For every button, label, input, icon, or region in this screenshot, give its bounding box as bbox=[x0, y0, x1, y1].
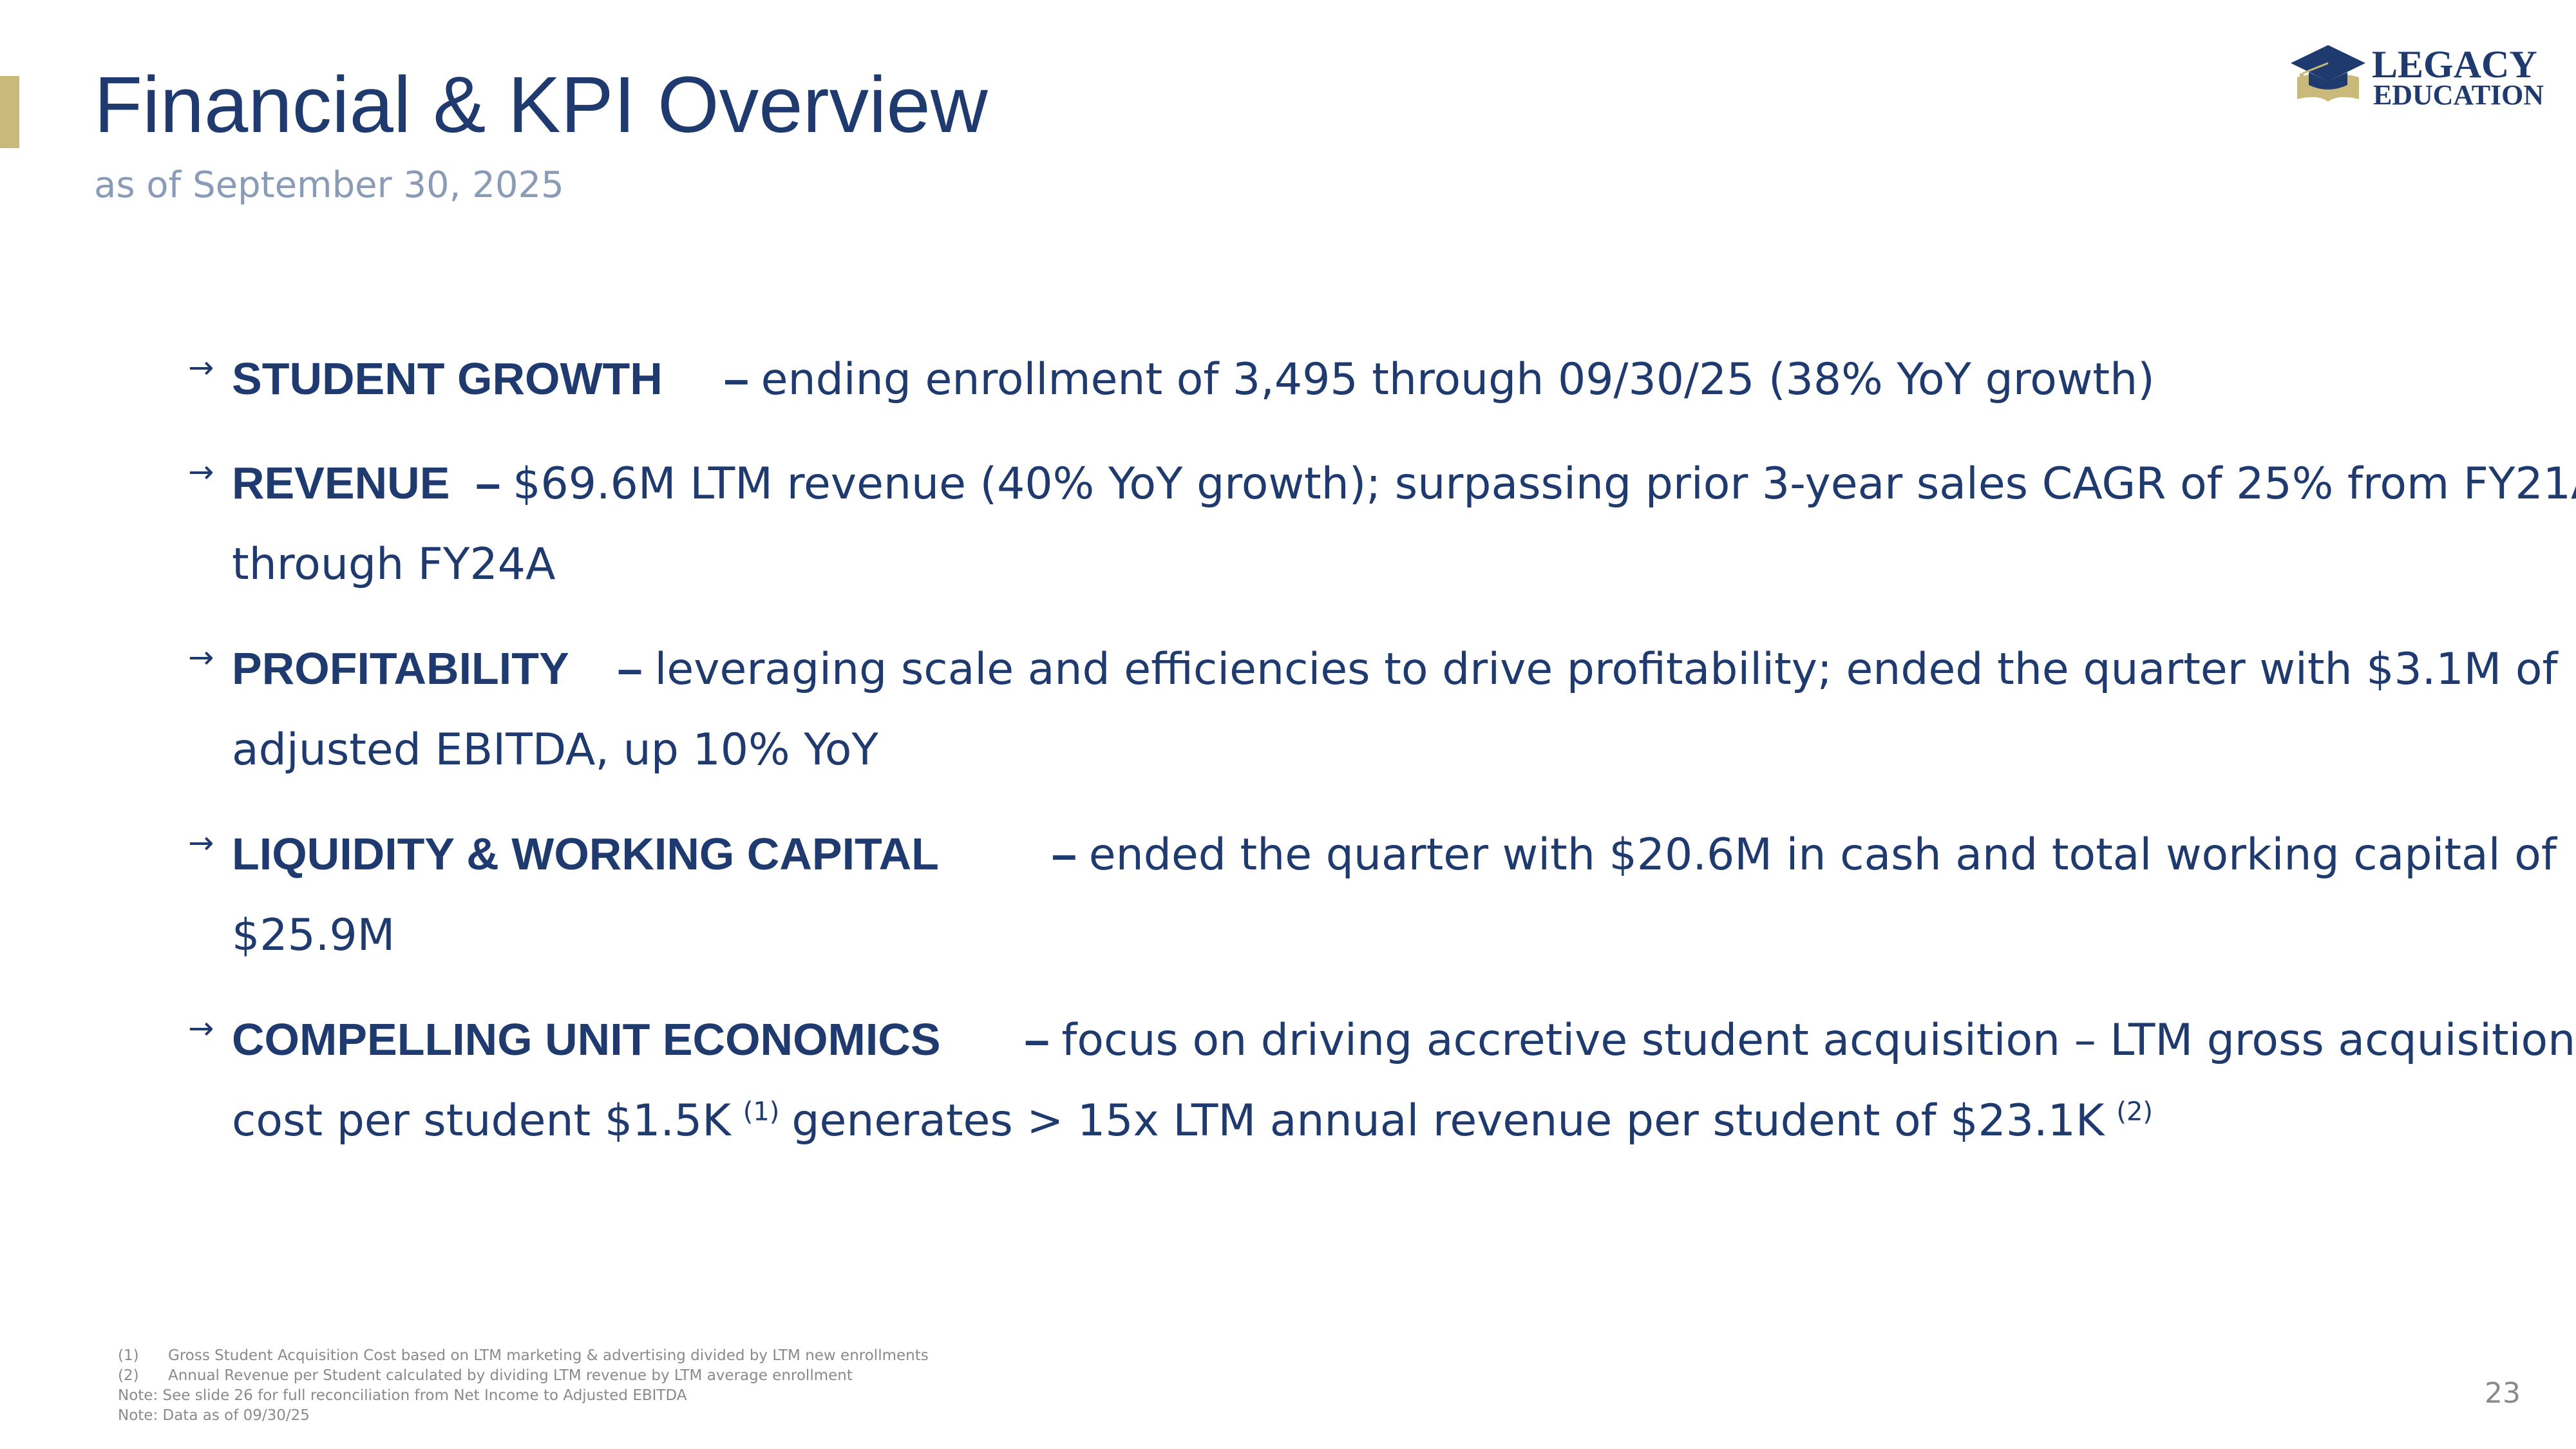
bullet-text-cont-2: generates > 15x LTM annual revenue per s… bbox=[791, 1095, 2105, 1146]
note-2: Note: Data as of 09/30/25 bbox=[118, 1407, 310, 1424]
logo-line1: LEGACY bbox=[2372, 43, 2537, 86]
bullet-dash: – bbox=[1051, 829, 1077, 879]
bullet-heading: COMPELLING UNIT ECONOMICS bbox=[232, 1014, 941, 1065]
bullet-line-2: $25.9M bbox=[232, 895, 2442, 976]
bullet-student-growth: → STUDENT GROWTH – ending enrollment of 3… bbox=[188, 338, 2442, 419]
note-1: Note: See slide 26 for full reconciliati… bbox=[118, 1387, 687, 1404]
kpi-bullet-list: → STUDENT GROWTH – ending enrollment of 3… bbox=[188, 338, 2576, 1184]
bullet-text: ended the quarter with $20.6M in cash an… bbox=[1088, 829, 2557, 880]
legacy-education-logo: LEGACY EDUCATION bbox=[2289, 40, 2547, 111]
bullet-text: $69.6M LTM revenue (40% YoY growth); sur… bbox=[513, 459, 2576, 509]
bullet-unit-economics: → COMPELLING UNIT ECONOMICS – focus on dr… bbox=[188, 999, 2575, 1161]
graduation-cap-book-icon: LEGACY EDUCATION bbox=[2291, 43, 2544, 111]
footnote-1: (1) Gross Student Acquisition Cost based … bbox=[118, 1347, 929, 1364]
bullet-dash: – bbox=[723, 354, 749, 404]
arrow-icon: → bbox=[188, 350, 214, 386]
bullet-line: STUDENT GROWTH – ending enrollment of 3,4… bbox=[232, 338, 2442, 419]
bullet-dash: – bbox=[617, 643, 643, 694]
footnote-ref-2: (2) bbox=[2116, 1097, 2154, 1127]
footnote-2: (2) Annual Revenue per Student calculated… bbox=[118, 1367, 853, 1384]
bullet-heading: STUDENT GROWTH bbox=[232, 354, 663, 404]
arrow-icon: → bbox=[188, 454, 214, 490]
bullet-line-2: cost per student $1.5K (1) generates > 1… bbox=[232, 1080, 2442, 1161]
footnotes: (1) Gross Student Acquisition Cost based … bbox=[118, 1346, 929, 1426]
bullet-heading: LIQUIDITY & WORKING CAPITAL bbox=[232, 829, 939, 879]
bullet-line: COMPELLING UNIT ECONOMICS – focus on driv… bbox=[232, 999, 2575, 1080]
bullet-line: PROFITABILITY – leveraging scale and effi… bbox=[232, 628, 2557, 709]
arrow-icon: → bbox=[188, 1010, 214, 1046]
bullet-line: LIQUIDITY & WORKING CAPITAL – ended the q… bbox=[232, 813, 2557, 895]
bullet-text: leveraging scale and efficiencies to dri… bbox=[654, 644, 2558, 695]
bullet-line-2: adjusted EBITDA, up 10% YoY bbox=[232, 709, 2442, 790]
arrow-icon: → bbox=[188, 639, 214, 676]
bullet-text-cont: adjusted EBITDA, up 10% YoY bbox=[232, 724, 878, 775]
bullet-revenue: → REVENUE – $69.6M LTM revenue (40% YoY g… bbox=[188, 442, 2576, 605]
accent-bar bbox=[0, 76, 19, 148]
bullet-profitability: → PROFITABILITY – leveraging scale and ef… bbox=[188, 628, 2557, 790]
page-number: 23 bbox=[2485, 1377, 2521, 1410]
page-subtitle: as of September 30, 2025 bbox=[94, 164, 564, 206]
bullet-text-cont: through FY24A bbox=[232, 539, 556, 590]
bullet-dash: – bbox=[475, 458, 501, 508]
bullet-text-cont: $25.9M bbox=[232, 910, 395, 961]
bullet-line: REVENUE – $69.6M LTM revenue (40% YoY gro… bbox=[232, 442, 2576, 524]
bullet-liquidity: → LIQUIDITY & WORKING CAPITAL – ended the… bbox=[188, 813, 2557, 976]
bullet-text: ending enrollment of 3,495 through 09/30… bbox=[761, 354, 2155, 405]
arrow-icon: → bbox=[188, 825, 214, 861]
bullet-text-cont: cost per student $1.5K bbox=[232, 1095, 731, 1146]
logo-line2: EDUCATION bbox=[2373, 79, 2544, 111]
bullet-text: focus on driving accretive student acqui… bbox=[1061, 1015, 2576, 1066]
footnote-ref-1: (1) bbox=[743, 1097, 780, 1127]
bullet-dash: – bbox=[1024, 1014, 1050, 1065]
bullet-heading: PROFITABILITY bbox=[232, 643, 569, 694]
page-title: Financial & KPI Overview bbox=[94, 61, 988, 149]
bullet-line-2: through FY24A bbox=[232, 524, 2442, 605]
bullet-heading: REVENUE bbox=[232, 458, 450, 508]
